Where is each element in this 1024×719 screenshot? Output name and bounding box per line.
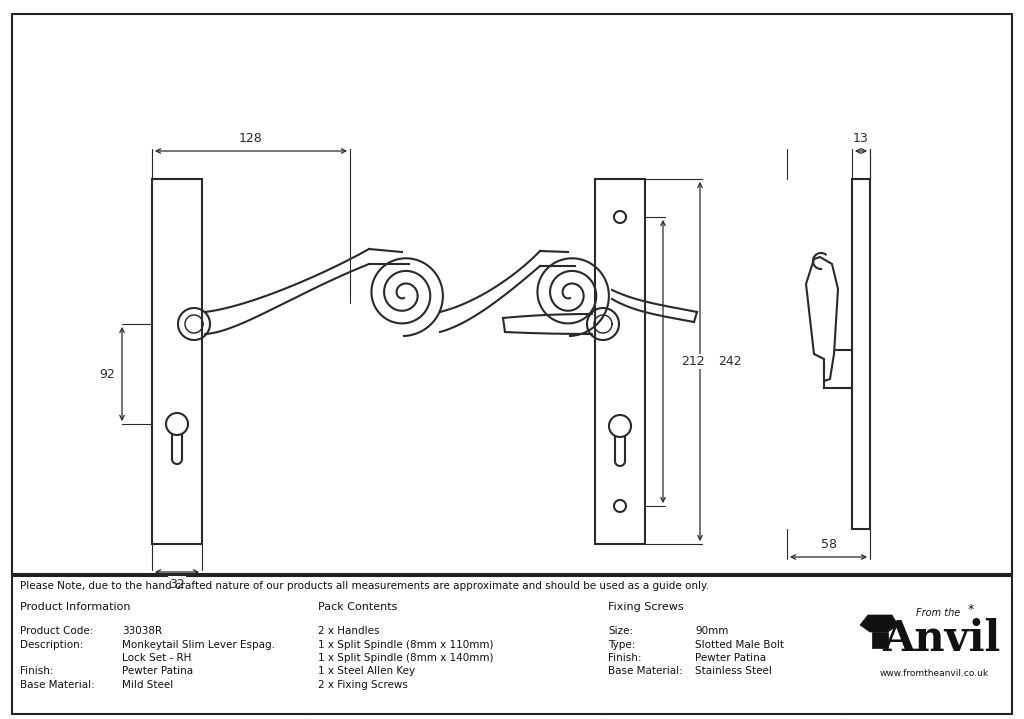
Text: Mild Steel: Mild Steel: [122, 680, 173, 690]
Text: Pack Contents: Pack Contents: [318, 602, 397, 612]
Text: Description:: Description:: [20, 639, 83, 649]
Text: 2 x Handles: 2 x Handles: [318, 626, 380, 636]
Bar: [595, 179, 645, 544]
Text: From the: From the: [915, 608, 961, 618]
Bar: [824, 350, 852, 388]
Text: 13: 13: [853, 132, 869, 145]
Text: Please Note, due to the hand crafted nature of our products all measurements are: Please Note, due to the hand crafted nat…: [20, 581, 709, 591]
Text: Product Information: Product Information: [20, 602, 130, 612]
Bar: [152, 179, 202, 544]
Text: 32: 32: [169, 577, 185, 590]
Text: 242: 242: [718, 355, 741, 368]
Text: Size:: Size:: [608, 626, 633, 636]
Text: *: *: [968, 603, 974, 616]
Text: 2 x Fixing Screws: 2 x Fixing Screws: [318, 680, 408, 690]
Text: 1 x Split Spindle (8mm x 140mm): 1 x Split Spindle (8mm x 140mm): [318, 653, 494, 663]
Text: 90mm: 90mm: [695, 626, 728, 636]
Text: Monkeytail Slim Lever Espag.: Monkeytail Slim Lever Espag.: [122, 639, 275, 649]
Text: 58: 58: [820, 539, 837, 551]
Text: Pewter Patina: Pewter Patina: [122, 667, 194, 677]
Bar: [872, 632, 888, 648]
Text: Base Material:: Base Material:: [608, 667, 683, 677]
Text: Slotted Male Bolt: Slotted Male Bolt: [695, 639, 784, 649]
Polygon shape: [806, 257, 838, 381]
Text: Pewter Patina: Pewter Patina: [695, 653, 766, 663]
Bar: [852, 179, 870, 529]
Text: Base Material:: Base Material:: [20, 680, 95, 690]
Text: 212: 212: [681, 355, 705, 368]
Text: Stainless Steel: Stainless Steel: [695, 667, 772, 677]
Text: Type:: Type:: [608, 639, 635, 649]
Text: Fixing Screws: Fixing Screws: [608, 602, 684, 612]
Text: 128: 128: [240, 132, 263, 145]
Text: www.fromtheanvil.co.uk: www.fromtheanvil.co.uk: [880, 669, 988, 677]
Text: 92: 92: [99, 367, 115, 380]
Text: Anvil: Anvil: [882, 618, 1000, 660]
Text: Product Code:: Product Code:: [20, 626, 93, 636]
Text: 1 x Steel Allen Key: 1 x Steel Allen Key: [318, 667, 415, 677]
Text: 33038R: 33038R: [122, 626, 162, 636]
Text: 1 x Split Spindle (8mm x 110mm): 1 x Split Spindle (8mm x 110mm): [318, 639, 494, 649]
Text: Finish:: Finish:: [608, 653, 641, 663]
Bar: [12, 14, 1012, 574]
Text: Finish:: Finish:: [20, 667, 53, 677]
Text: Lock Set - RH: Lock Set - RH: [122, 653, 191, 663]
Bar: [12, 576, 1012, 714]
Polygon shape: [860, 615, 898, 632]
